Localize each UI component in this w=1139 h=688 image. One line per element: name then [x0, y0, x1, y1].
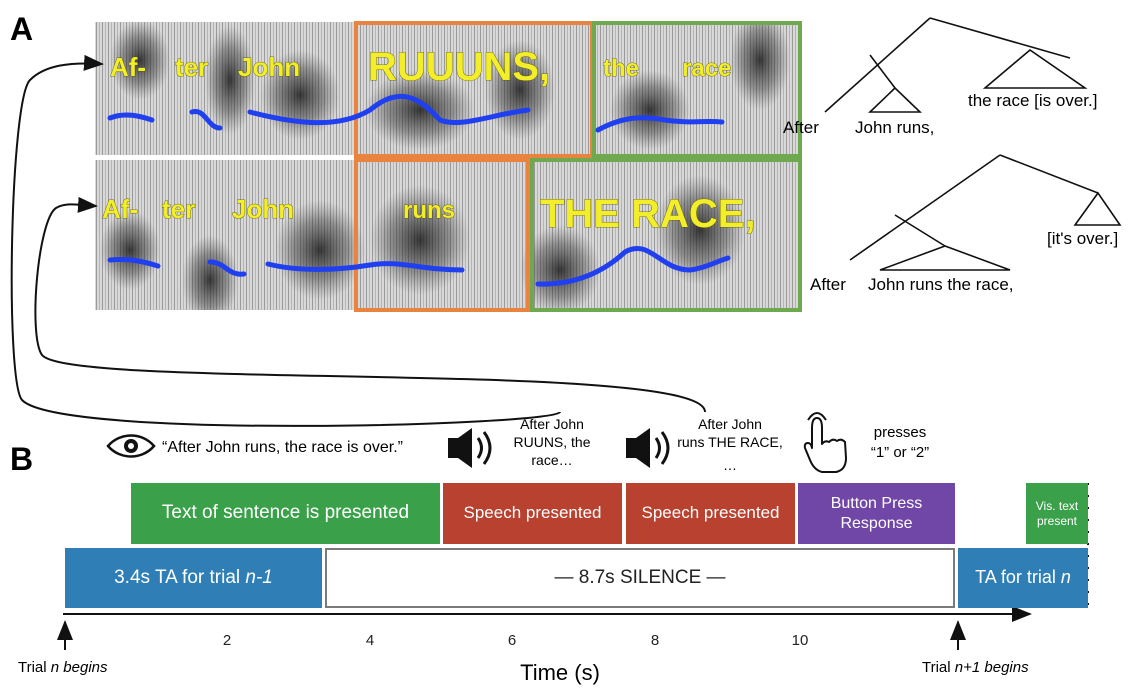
tick-label-8: 8	[651, 632, 659, 649]
speech1-cue-line2: RUUNS, the	[513, 434, 590, 450]
bar-text-presented: Text of sentence is presented	[131, 483, 440, 544]
pitch-contour-row1	[107, 93, 725, 133]
row1-word-the: the	[603, 55, 639, 82]
row1-word-af: Af-	[110, 52, 146, 82]
row2-word-john: John	[232, 194, 294, 224]
tree2-label-its-over: [it's over.]	[1047, 229, 1118, 248]
bar-vis-text-line2: present	[1036, 513, 1078, 528]
speech2-cue-line3: …	[723, 457, 737, 473]
bar-speech-1-label: Speech presented	[463, 503, 602, 523]
row1-word-race: race	[682, 55, 731, 82]
speech2-cue-line2: runs THE RACE,	[677, 434, 783, 450]
bar-button-press: Button Press Response	[798, 483, 955, 544]
row2-words: Af- ter John runs THE RACE,	[102, 192, 756, 237]
bar-button-press-line2: Response	[840, 514, 913, 532]
bar-ta-next: TA for trial n	[958, 548, 1088, 608]
trial-next-label: Trial n+1 begins	[922, 659, 1029, 676]
spectrogram-row2	[95, 160, 800, 310]
press-cue-line1: presses	[874, 424, 927, 441]
row2-word-the-race: THE RACE,	[540, 192, 756, 236]
trial-start-label: Trial n begins	[18, 659, 108, 676]
speaker-icon-2	[626, 428, 670, 468]
bar-ta-next-label: TA for trial n	[975, 567, 1071, 588]
tick-label-6: 6	[508, 632, 516, 649]
arrow-to-row2	[34, 196, 706, 413]
speech1-cue-line1: After John	[520, 416, 584, 432]
syntax-tree-2	[849, 154, 1122, 271]
bar-speech-2-label: Speech presented	[641, 503, 780, 523]
bar-speech-2: Speech presented	[626, 483, 795, 544]
bar-ta-prev-label: 3.4s TA for trial n-1	[114, 566, 273, 588]
row2-word-af: Af-	[102, 194, 138, 224]
bar-ta-prev: 3.4s TA for trial n-1	[65, 548, 322, 608]
tree1-label-the-race: the race [is over.]	[968, 91, 1097, 110]
tree1-label-john-runs: John runs,	[855, 118, 934, 137]
bar-silence-label: — 8.7s SILENCE —	[554, 566, 726, 588]
panel-b-label: B	[10, 441, 33, 477]
eye-icon	[106, 434, 156, 458]
highlight-box-the-race-row1	[592, 21, 802, 158]
bar-button-press-line1: Button Press	[830, 495, 923, 513]
row1-word-ter: ter	[175, 52, 208, 82]
bar-text-presented-label: Text of sentence is presented	[161, 502, 410, 524]
tick-label-10: 10	[792, 632, 809, 649]
arrow-to-row1	[10, 54, 561, 427]
axis-ticks: 2 4 6 8 10	[223, 632, 809, 649]
tree1-label-after: After	[783, 118, 819, 137]
pitch-contour-row2	[107, 246, 731, 287]
tick-label-4: 4	[366, 632, 374, 649]
speech2-cue-line1: After John	[698, 416, 762, 432]
row1-word-runs: RUUUNS,	[368, 45, 550, 89]
tree2-label-john-runs-the-race: John runs the race,	[868, 275, 1014, 294]
axis-label: Time (s)	[520, 660, 600, 685]
highlight-box-runs-row2	[354, 158, 530, 312]
row1-word-john: John	[238, 52, 300, 82]
speaker-icon-1	[448, 428, 492, 468]
bar-vis-text-line1: Vis. text	[1035, 499, 1079, 514]
tick-label-2: 2	[223, 632, 231, 649]
bar-silence: — 8.7s SILENCE —	[325, 548, 955, 608]
press-cue-line2: “1” or “2”	[871, 444, 929, 461]
row2-word-runs: runs	[403, 197, 455, 224]
row2-word-ter: ter	[162, 194, 195, 224]
syntax-tree-1	[824, 17, 1088, 113]
visual-sentence-cue: “After John runs, the race is over.”	[162, 439, 403, 456]
pointing-hand-icon	[803, 412, 847, 473]
tree2-label-after: After	[810, 275, 846, 294]
panel-a-label: A	[10, 11, 33, 47]
bar-speech-1: Speech presented	[443, 483, 622, 544]
bar-vis-text: Vis. text present	[1026, 483, 1088, 544]
speech1-cue-line3: race…	[531, 452, 572, 468]
row1-words: Af- ter John RUUUNS, the race	[110, 45, 732, 90]
highlight-box-the-race-row2	[530, 158, 802, 312]
